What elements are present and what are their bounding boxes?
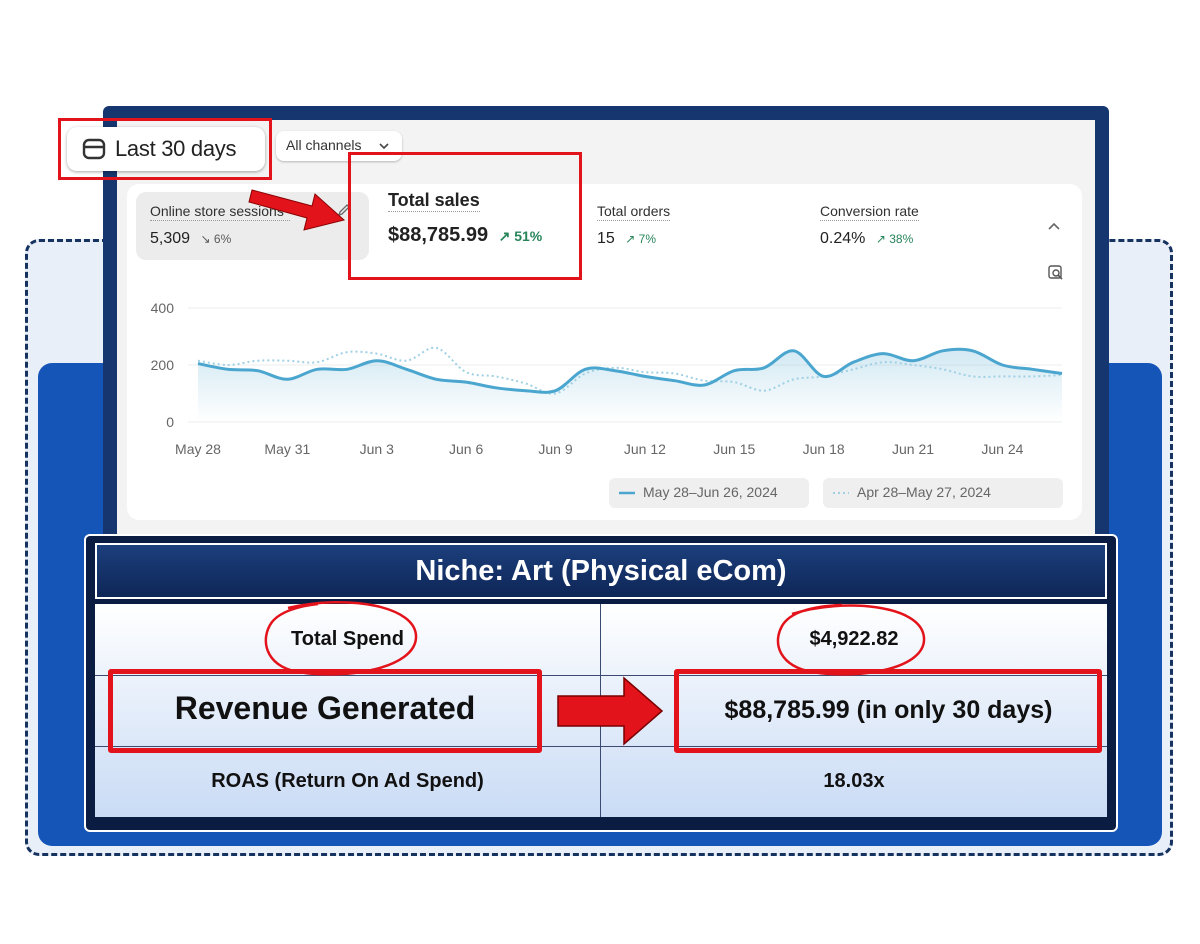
x-tick-label: Jun 6 [449, 441, 483, 457]
metric-delta-value: 6% [213, 232, 232, 246]
metric-delta-value: 7% [638, 232, 656, 246]
series-line-previous [197, 346, 1063, 395]
date-range-button[interactable]: Last 30 days [67, 127, 265, 171]
metric-delta-value: 38% [889, 232, 914, 246]
table-row-value-total-spend: $4,922.82 [809, 628, 899, 650]
x-tick-label: Jun 12 [624, 441, 666, 457]
revenue-value-highlight [674, 669, 1102, 753]
metric-label: Online store sessions [150, 202, 290, 221]
metric-tile-total-orders[interactable]: Total orders [597, 202, 671, 221]
table-row-divider [95, 675, 1107, 676]
metric-tile-sessions[interactable]: Online store sessions [150, 202, 290, 221]
metric-delta-value: 51% [514, 228, 543, 244]
x-tick-label: Jun 18 [803, 441, 845, 457]
calendar-icon [82, 138, 106, 160]
legend-item-current[interactable]: May 28–Jun 26, 2024 [609, 478, 809, 508]
red-arrow-icon [248, 189, 346, 231]
table-row-label-total-spend: Total Spend [291, 628, 404, 650]
y-tick-label: 0 [166, 414, 174, 430]
total-sales-highlight [348, 152, 582, 280]
table-row-divider [95, 746, 1107, 747]
metric-value: 5,309 [150, 230, 191, 247]
red-arrow-icon [557, 676, 664, 746]
metric-sessions-values: 5,309 ↘ 6% [150, 230, 231, 248]
x-tick-label: Jun 15 [713, 441, 755, 457]
metric-label: Total orders [597, 203, 671, 221]
y-tick-label: 200 [151, 357, 175, 373]
date-range-label: Last 30 days [115, 136, 237, 161]
metric-value: 15 [597, 230, 615, 247]
niche-table-title: Niche: Art (Physical eCom) [95, 543, 1107, 599]
channels-label: All channels [286, 137, 362, 153]
metric-total-orders-values: 15 ↗ 7% [597, 230, 656, 248]
metric-delta: ↗ 51% [498, 228, 543, 244]
legend-label: Apr 28–May 27, 2024 [857, 484, 991, 500]
x-axis: May 28 May 31 Jun 3 Jun 6 Jun 9 Jun 12 Jun 15 J… [175, 441, 1024, 457]
x-tick-label: Jun 21 [892, 441, 934, 457]
legend-label: May 28–Jun 26, 2024 [643, 484, 778, 500]
date-range-highlight [58, 118, 272, 180]
x-tick-label: Jun 3 [360, 441, 394, 457]
legend-item-previous[interactable]: Apr 28–May 27, 2024 [823, 478, 1063, 508]
legend-swatch-previous [833, 492, 849, 494]
red-circle-annotation [776, 603, 926, 676]
metric-label: Conversion rate [820, 203, 919, 221]
channels-dropdown[interactable]: All channels [276, 131, 402, 161]
metric-tile-conversion-rate[interactable]: Conversion rate [820, 202, 919, 221]
chart-zoom-icon[interactable] [1047, 264, 1065, 282]
metric-conversion-values: 0.24% ↗ 38% [820, 230, 913, 248]
chevron-up-icon[interactable] [1046, 220, 1062, 232]
x-tick-label: Jun 24 [981, 441, 1023, 457]
metric-delta: ↘ 6% [200, 232, 232, 246]
metric-delta: ↗ 7% [625, 232, 656, 246]
metric-delta: ↗ 38% [875, 232, 914, 246]
y-tick-label: 400 [151, 300, 175, 316]
chevron-down-icon [379, 143, 389, 150]
metric-value: 0.24% [820, 230, 866, 247]
legend-swatch-current [619, 491, 635, 495]
x-tick-label: Jun 9 [538, 441, 572, 457]
metric-label: Total sales [388, 190, 480, 212]
x-tick-label: May 31 [264, 441, 310, 457]
series-line-current [197, 347, 1063, 394]
y-axis: 400 200 0 [151, 300, 175, 430]
table-row-label-revenue: Revenue Generated [174, 690, 476, 726]
revenue-label-highlight [108, 669, 542, 753]
x-tick-label: May 28 [175, 441, 221, 457]
metric-tile-total-sales[interactable]: Total sales [388, 189, 480, 212]
table-row-value-roas: 18.03x [823, 770, 885, 792]
metric-value: $88,785.99 [388, 224, 489, 246]
metric-total-sales-values: $88,785.99 ↗ 51% [388, 224, 542, 247]
series-area-current [198, 349, 1062, 422]
sales-line-chart: 400 200 0 May 28 May 31 Jun 3 Jun 6 Jun 9 Jun 1… [151, 300, 1063, 457]
table-row-label-roas: ROAS (Return On Ad Spend) [211, 770, 484, 792]
red-circle-annotation [264, 601, 418, 676]
table-row-value-revenue: $88,785.99 (in only 30 days) [724, 696, 1053, 724]
